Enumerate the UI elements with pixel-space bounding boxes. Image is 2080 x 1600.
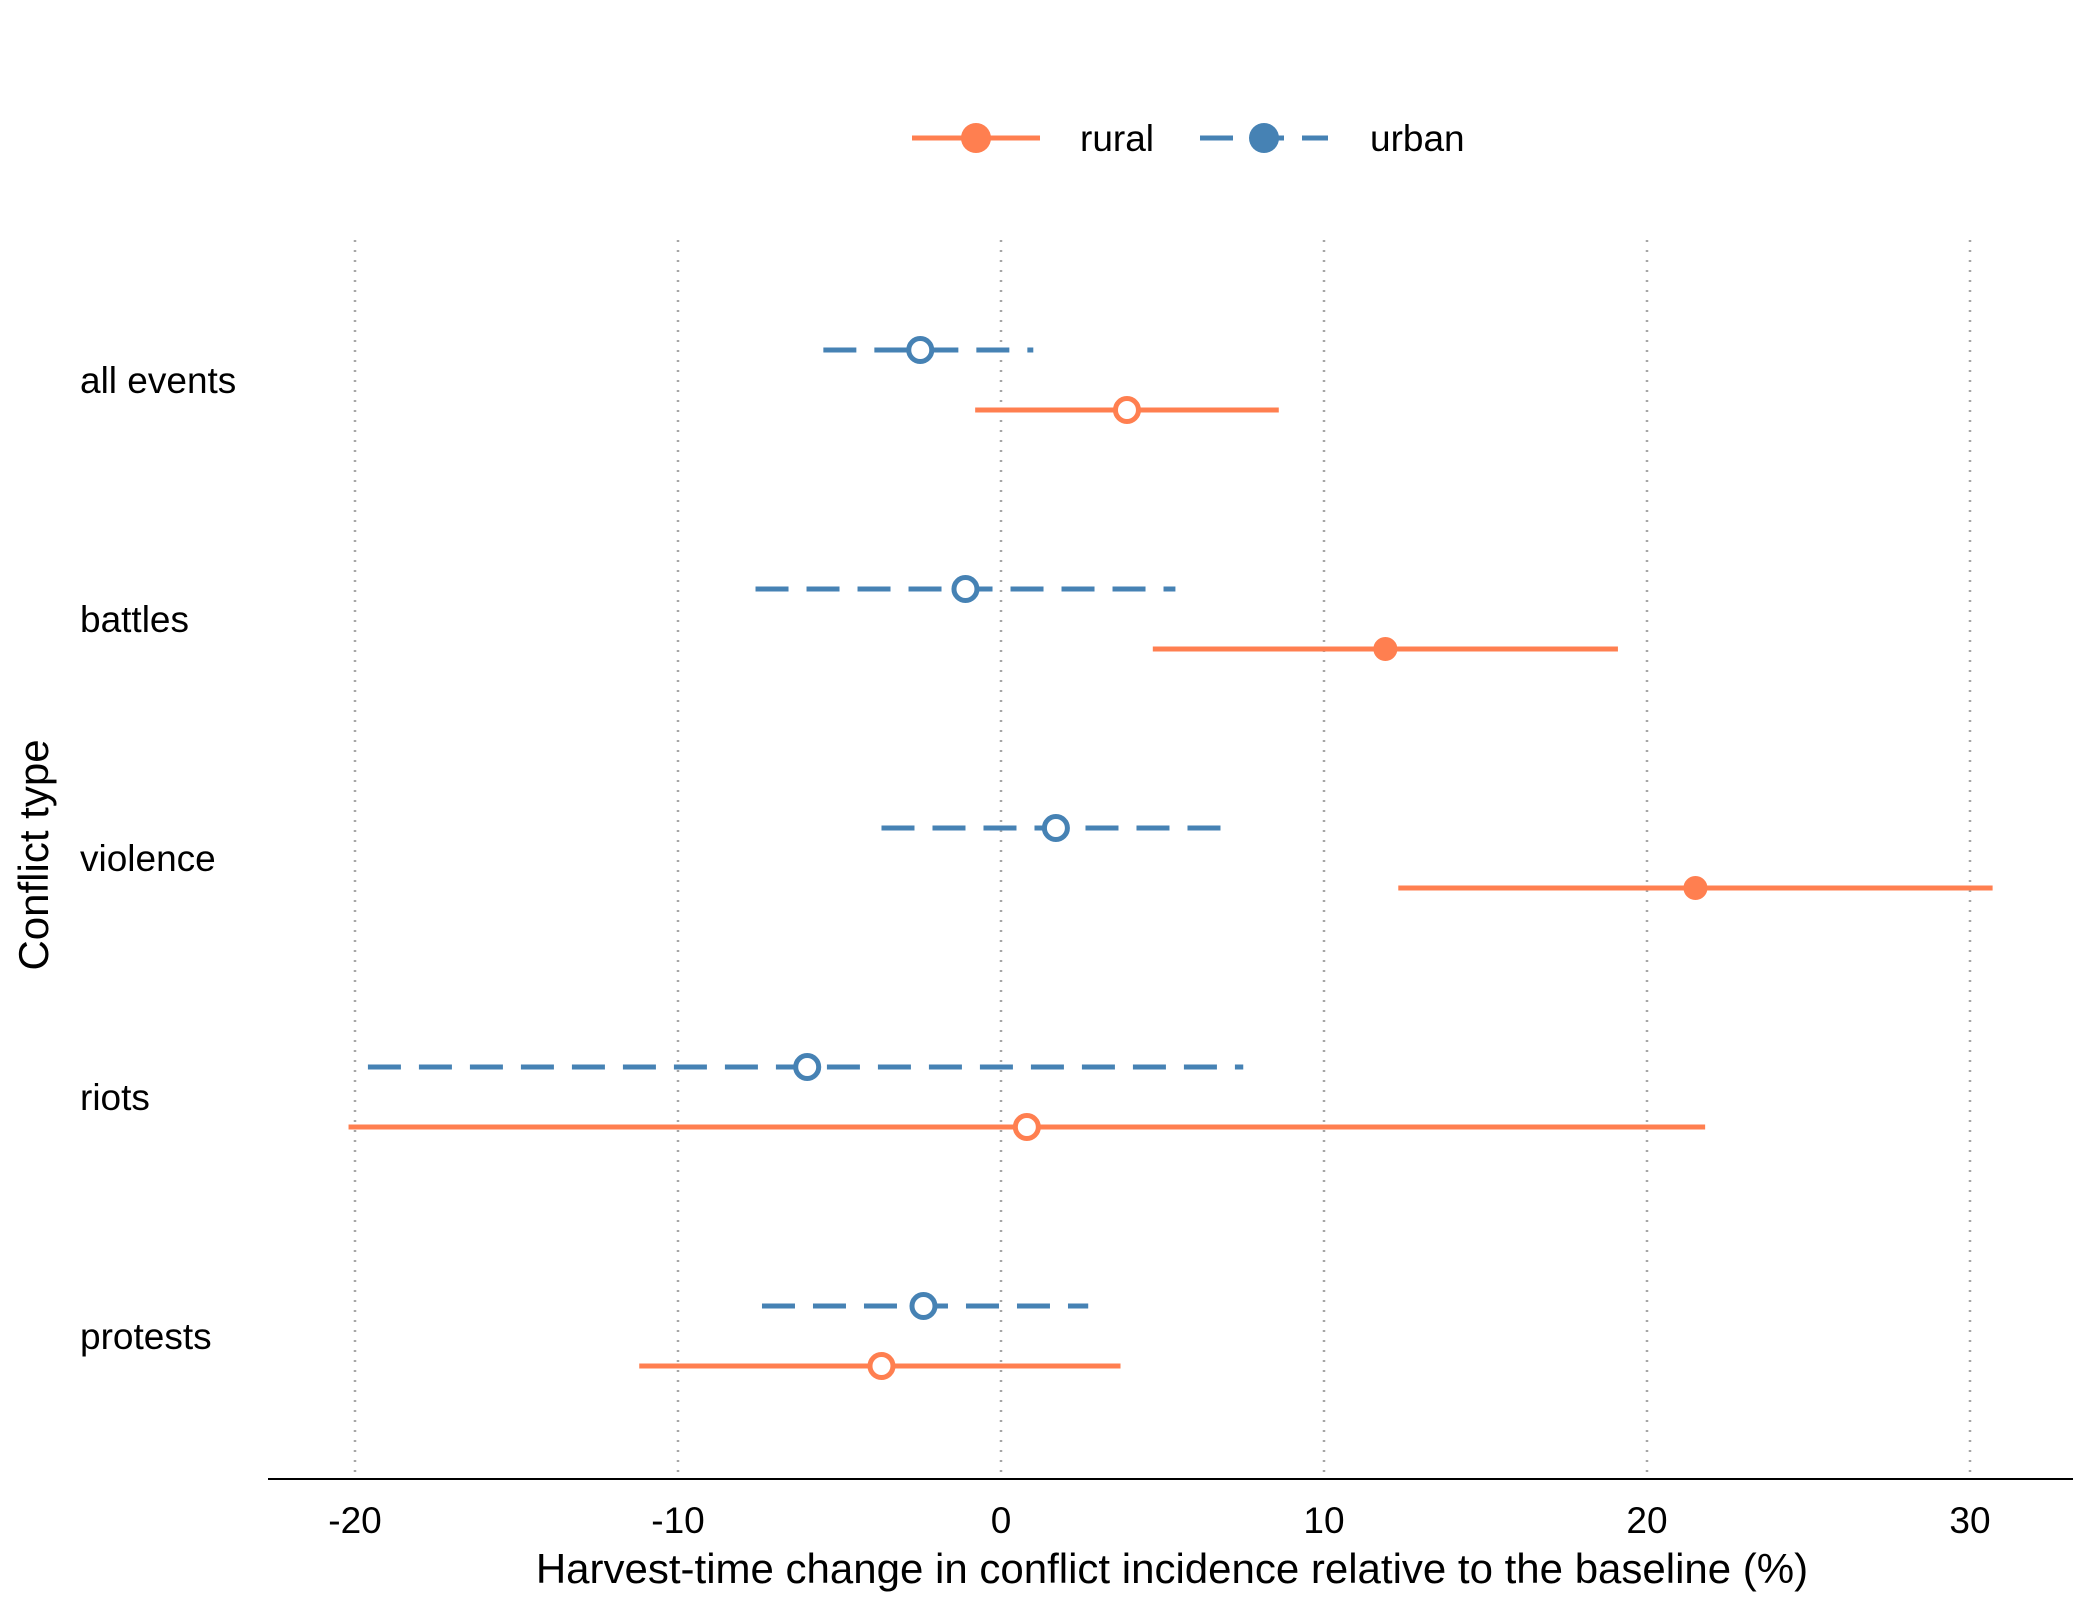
rural-point-battles	[1373, 637, 1398, 661]
category-label: all events	[80, 360, 236, 401]
x-tick-label: 30	[1949, 1500, 1990, 1541]
category-label: battles	[80, 599, 189, 640]
legend: rural urban	[912, 118, 1465, 159]
category-label: riots	[80, 1077, 150, 1118]
rural-point-violence	[1683, 876, 1708, 900]
urban-point-violence	[1041, 814, 1070, 842]
legend-marker-urban	[1249, 123, 1279, 153]
legend-label-rural: rural	[1080, 118, 1154, 159]
x-tick-label: 10	[1303, 1500, 1344, 1541]
x-tick-label: -10	[651, 1500, 704, 1541]
urban-point-protests	[909, 1292, 938, 1320]
y-axis-category-labels: all events battles violence riots protests	[80, 360, 236, 1357]
x-tick-label: -20	[328, 1500, 381, 1541]
urban-point-all-events	[906, 336, 935, 364]
urban-point-battles	[951, 575, 980, 603]
legend-marker-rural	[961, 123, 991, 153]
data-marks	[348, 336, 1993, 1380]
x-tick-label: 20	[1626, 1500, 1667, 1541]
urban-point-riots	[793, 1053, 822, 1081]
x-tick-label: 0	[991, 1500, 1012, 1541]
gridlines	[353, 240, 1972, 1479]
category-label: protests	[80, 1316, 212, 1357]
category-label: violence	[80, 838, 216, 879]
legend-label-urban: urban	[1370, 118, 1465, 159]
x-axis-title: Harvest-time change in conflict incidenc…	[536, 1545, 1808, 1592]
rural-point-protests	[867, 1352, 896, 1380]
rural-point-all-events	[1112, 396, 1141, 424]
rural-point-riots	[1012, 1113, 1041, 1141]
x-axis-tick-labels: -20 -10 0 10 20 30	[328, 1500, 1990, 1541]
y-axis-title: Conflict type	[10, 739, 57, 970]
